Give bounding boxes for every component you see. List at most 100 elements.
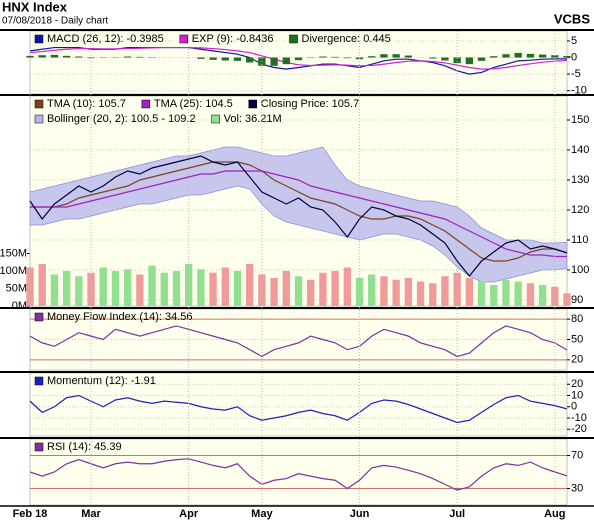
y2-tick-label: 150M <box>0 247 27 259</box>
bar <box>392 54 400 58</box>
bar <box>538 54 547 58</box>
legend-item: MACD (26, 12): -0.3985 <box>34 33 164 45</box>
bar <box>50 274 59 306</box>
y-tick-label: 50 <box>571 333 583 345</box>
bar <box>294 276 303 306</box>
bar <box>514 281 522 306</box>
panel-background <box>29 372 568 437</box>
bar <box>380 54 388 58</box>
bar <box>246 57 254 63</box>
legend-item: Closing Price: 105.7 <box>248 98 359 110</box>
legend-swatch <box>34 312 44 322</box>
bar <box>197 269 205 306</box>
bar <box>526 283 535 306</box>
y-tick-label: 150 <box>571 114 589 126</box>
bar <box>502 279 510 306</box>
bar <box>123 269 132 306</box>
y-tick-label: 30 <box>571 482 583 494</box>
x-tick-label: Jul <box>449 508 465 520</box>
bar <box>453 57 461 64</box>
bar <box>416 281 425 306</box>
bar <box>538 285 547 306</box>
legend-label: MACD (26, 12): -0.3985 <box>47 33 164 45</box>
bar <box>343 57 351 59</box>
bar <box>307 279 315 306</box>
y-tick-label: 100 <box>571 264 589 276</box>
bar <box>270 57 278 66</box>
bar <box>38 264 46 306</box>
series-line <box>29 325 568 358</box>
legend-label: Vol: 36.21M <box>224 113 282 125</box>
bar <box>551 286 559 306</box>
bar <box>270 278 278 306</box>
bar <box>490 285 498 306</box>
panel-background <box>29 30 568 95</box>
bar <box>477 57 486 61</box>
bar <box>99 267 107 306</box>
bar <box>184 264 193 306</box>
bar <box>465 57 474 65</box>
bar <box>404 278 413 306</box>
bar <box>526 53 535 58</box>
bar <box>62 271 71 306</box>
bar <box>148 265 156 306</box>
bar <box>282 57 290 65</box>
legend-swatch <box>34 376 44 386</box>
y-tick-label: 80 <box>571 313 583 325</box>
chart-subtitle: 07/08/2018 - Daily chart <box>2 16 108 27</box>
bar <box>233 57 242 61</box>
bar <box>368 56 376 58</box>
bar <box>319 56 327 58</box>
chart-source: VCBS <box>554 11 590 26</box>
legend-label: Momentum (12): -1.91 <box>47 375 156 387</box>
bar <box>209 57 217 60</box>
y-tick-label: -10 <box>571 85 587 97</box>
bar <box>38 55 46 58</box>
bar <box>26 55 34 58</box>
series-line <box>30 170 567 258</box>
bar <box>465 278 474 306</box>
legend-item: Momentum (12): -1.91 <box>34 375 156 387</box>
bar <box>160 272 168 306</box>
legend-swatch <box>289 34 298 44</box>
legend-swatch <box>211 114 220 124</box>
bar <box>429 57 437 59</box>
bar <box>331 271 339 306</box>
series-line <box>29 155 568 277</box>
bar <box>50 54 59 58</box>
y-tick-label: 5 <box>571 35 577 47</box>
legend-label: Money Flow Index (14): 34.56 <box>47 311 193 323</box>
y-tick-label: 110 <box>571 234 589 246</box>
bar <box>233 271 242 306</box>
x-tick-label: Mar <box>81 508 101 520</box>
y-tick-label: 140 <box>571 144 589 156</box>
bar <box>441 57 449 61</box>
legend-swatch <box>34 34 44 44</box>
bar <box>514 52 522 58</box>
x-tick-label: Aug <box>544 508 565 520</box>
series-line <box>29 46 568 70</box>
legend-swatch <box>34 442 44 452</box>
bar <box>282 271 290 306</box>
legend-item: RSI (14): 45.39 <box>34 441 122 453</box>
bar <box>502 54 510 58</box>
legend-label: RSI (14): 45.39 <box>47 441 122 453</box>
y-tick-label: 20 <box>571 378 583 390</box>
y2-tick-label: 100M <box>0 265 27 277</box>
bar <box>331 56 339 58</box>
bar <box>490 56 498 58</box>
y2-tick-label: 0M <box>12 300 27 312</box>
bar <box>87 57 95 59</box>
legend-label: Closing Price: 105.7 <box>261 98 359 110</box>
bar <box>368 274 376 306</box>
x-tick-label: Jun <box>350 508 370 520</box>
bar <box>75 56 83 58</box>
legend-item: EXP (9): -0.8436 <box>179 33 274 45</box>
y-tick-label: 130 <box>571 174 589 186</box>
legend-swatch <box>179 34 189 44</box>
legend-label: EXP (9): -0.8436 <box>192 33 274 45</box>
y-tick-label: -5 <box>571 68 581 80</box>
legend-swatch <box>141 99 151 109</box>
bar <box>551 55 559 58</box>
y-tick-label: 120 <box>571 204 589 216</box>
